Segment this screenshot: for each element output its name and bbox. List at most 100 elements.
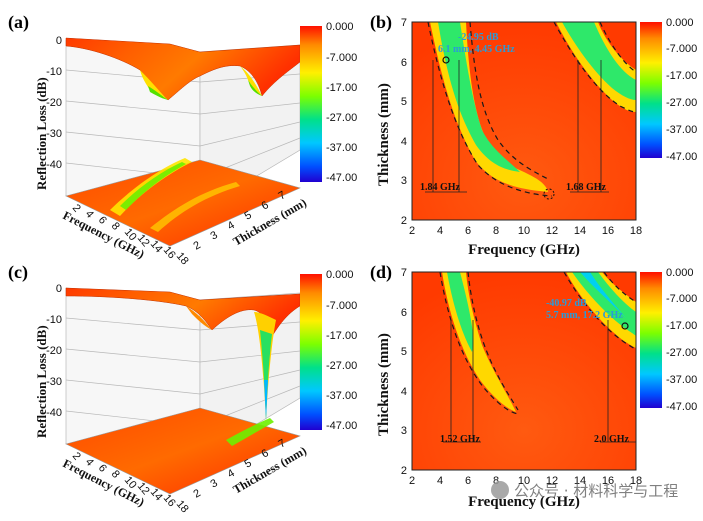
panel-d-xtick: 18 [630, 475, 642, 487]
panel-a-dip-2 [240, 66, 262, 96]
panel-a-floor-band-1-core [120, 162, 186, 210]
panel-a-dip-1 [140, 70, 168, 100]
watermark-text: 公众号 · 材料科学与工程 [514, 482, 678, 500]
panel-b-ytick: 2 [401, 215, 407, 227]
cb-tick: -17.00 [666, 320, 697, 332]
cb-tick: -7.000 [326, 300, 357, 312]
panel-b-band-2-label: 1.68 GHz [566, 182, 607, 193]
panel-d-xtick: 12 [546, 475, 558, 487]
panel-c-floor [65, 407, 301, 495]
panel-b-annotation-line-1: -24.95 dB [458, 32, 499, 43]
panel-c-ytick: 3 [209, 477, 220, 490]
panel-c-colorbar [300, 274, 322, 430]
panel-d: (d) 1.52 GHz 2.0 GHz -40.97 dB 5.7 mm, 1… [370, 262, 697, 510]
panel-a-ztick: -30 [46, 128, 62, 140]
panel-b-colorbar-ticks: 0.000 -7.000 -17.00 -27.00 -37.00 -47.00 [666, 17, 697, 163]
panel-d-band-yellow-2 [566, 272, 636, 348]
cb-tick: -7.000 [326, 52, 357, 64]
cb-tick: -37.00 [666, 374, 697, 386]
panel-d-band-green-1 [447, 272, 474, 352]
panel-c-ytick: 6 [260, 447, 271, 460]
panel-b-ytick: 7 [401, 17, 407, 29]
panel-c-colorbar-ticks: 0.000 -7.000 -17.00 -27.00 -37.00 -47.00 [326, 269, 357, 432]
panel-d-xtick: 10 [518, 475, 530, 487]
panel-a-ytick: 5 [243, 209, 254, 222]
panel-a-dip-1-core [148, 86, 168, 100]
cb-tick: -27.00 [666, 97, 697, 109]
panel-b-min-marker [442, 56, 450, 64]
watermark: 公众号 · 材料科学与工程 [491, 481, 678, 500]
panel-b-band-green-2 [562, 22, 636, 100]
panel-c-spike-green [260, 330, 272, 420]
panel-b-xtick: 12 [546, 225, 558, 237]
panel-d-colorbar [640, 272, 662, 408]
panel-c-zlabel: Reflection Loss (dB) [34, 325, 49, 438]
cb-tick: -17.00 [666, 70, 697, 82]
panel-a-ztick: -40 [46, 159, 62, 171]
panel-b-bandwidth-2 [570, 60, 609, 193]
panel-a-colorbar [300, 26, 322, 182]
panel-d-xtick: 6 [465, 475, 471, 487]
panel-d-band-dash-1 [439, 271, 519, 415]
panel-d-ylabel: Thickness (mm) [376, 333, 392, 436]
panel-a-surface [65, 37, 301, 101]
panel-c-label: (c) [8, 262, 28, 283]
panel-d-ytick: 2 [401, 465, 407, 477]
cb-tick: -47.00 [326, 172, 357, 184]
panel-b-bandwidth-1 [425, 60, 467, 193]
panel-b-frame [411, 21, 637, 221]
panel-b-xtick: 4 [437, 225, 443, 237]
panel-d-band-1-label: 1.52 GHz [440, 434, 481, 445]
cb-tick: -27.00 [326, 360, 357, 372]
panel-b-xtick: 18 [630, 225, 642, 237]
cb-tick: -27.00 [326, 112, 357, 124]
panel-d-annotation-line-2: 5.7 mm, 17.2 GHz [546, 310, 623, 321]
panel-a-ytick: 3 [209, 229, 220, 242]
panel-a: (a) 0 -10 -20 -30 -40 Reflection Loss (d… [8, 12, 357, 267]
cb-tick: -37.00 [326, 390, 357, 402]
panel-c-ztick: 0 [56, 283, 62, 295]
panel-b-annotation-line-2: 6.1 mm, 4.45 GHz [438, 44, 515, 55]
panel-b-xtick: 16 [602, 225, 614, 237]
panel-d-xtick: 2 [409, 475, 415, 487]
panel-b-xtick: 2 [409, 225, 415, 237]
panel-d-xtick: 8 [493, 475, 499, 487]
panel-a-colorbar-ticks: 0.000 -7.000 -17.00 -27.00 -37.00 -47.00 [326, 21, 357, 184]
wechat-icon [491, 481, 509, 499]
panel-b-marker-2 [543, 188, 555, 200]
panel-d-band-green-2 [572, 272, 636, 336]
panel-b: (b) 1.84 GHz 1.68 GHz -24.95 dB 6.1 mm, … [370, 12, 697, 258]
panel-c-ytick: 5 [243, 457, 254, 470]
panel-b-xtick: 8 [493, 225, 499, 237]
panel-a-ytick: 4 [226, 219, 237, 232]
panel-b-ytick: 3 [401, 175, 407, 187]
panel-d-ytick: 4 [401, 386, 407, 398]
panel-b-ytick: 6 [401, 57, 407, 69]
panel-b-ytick: 4 [401, 136, 407, 148]
panel-d-annotation-line-1: -40.97 dB [546, 298, 587, 309]
panel-b-band-dash-1 [427, 21, 553, 197]
panel-a-yticks: 2 3 4 5 6 7 [192, 189, 288, 252]
panel-a-ztick: -10 [46, 66, 62, 78]
cb-tick: -37.00 [326, 142, 357, 154]
cb-tick: 0.000 [666, 17, 694, 29]
panel-a-zlabel: Reflection Loss (dB) [34, 77, 49, 190]
panel-b-xticks: 2 4 6 8 10 12 14 16 18 [409, 225, 642, 237]
cb-tick: -17.00 [326, 82, 357, 94]
panel-b-label: (b) [370, 12, 392, 33]
panel-b-ylabel: Thickness (mm) [376, 83, 392, 186]
panel-b-ytick: 5 [401, 96, 407, 108]
panel-c: (c) 0 -10 -20 -30 -40 Reflection Loss (d… [8, 262, 357, 515]
panel-c-ztick: -20 [46, 345, 62, 357]
cb-tick: -47.00 [666, 401, 697, 413]
panel-d-ytick: 5 [401, 346, 407, 358]
panel-c-ytick: 2 [192, 487, 203, 500]
panel-d-bandwidth-1 [443, 320, 481, 443]
cb-tick: 0.000 [326, 21, 354, 33]
panel-b-xtick: 14 [574, 225, 586, 237]
cb-tick: -27.00 [666, 347, 697, 359]
panel-a-ytick: 6 [260, 199, 271, 212]
panel-d-ytick: 6 [401, 307, 407, 319]
panel-d-band-2-label: 2.0 GHz [594, 434, 630, 445]
